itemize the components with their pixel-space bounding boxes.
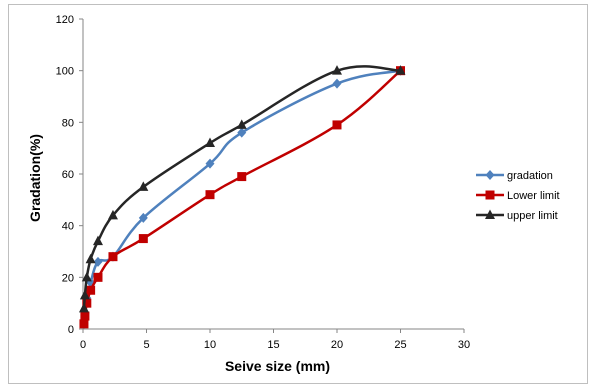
legend-item-upper-limit: upper limit bbox=[476, 209, 558, 222]
data-point-lower-limit bbox=[82, 298, 92, 308]
data-point-lower-limit bbox=[237, 172, 247, 182]
y-axis-title: Gradation(%) bbox=[27, 134, 43, 222]
series-upper-limit bbox=[78, 65, 406, 313]
y-tick-label: 80 bbox=[62, 117, 74, 129]
legend: gradation Lower limit upper limit bbox=[476, 170, 560, 222]
series-gradation bbox=[79, 65, 405, 329]
data-point-upper-limit bbox=[79, 289, 90, 300]
data-point-gradation bbox=[332, 78, 342, 89]
legend-item-gradation: gradation bbox=[476, 170, 553, 182]
x-axis-title: Seive size (mm) bbox=[225, 358, 330, 374]
y-tick-label: 120 bbox=[56, 14, 74, 26]
data-point-upper-limit bbox=[332, 65, 342, 75]
data-point-upper-limit bbox=[85, 253, 96, 264]
data-point-upper-limit bbox=[78, 302, 89, 313]
x-tick-label: 25 bbox=[394, 339, 406, 351]
legend-label-gradation: gradation bbox=[507, 170, 553, 182]
data-point-lower-limit bbox=[80, 311, 90, 321]
data-point-lower-limit bbox=[108, 252, 118, 262]
series-lower-limit bbox=[79, 66, 405, 329]
y-tick-label: 100 bbox=[56, 66, 74, 78]
data-point-upper-limit bbox=[395, 65, 406, 75]
legend-item-lower-limit: Lower limit bbox=[476, 190, 560, 202]
series-layer bbox=[78, 65, 406, 329]
data-point-gradation bbox=[237, 127, 247, 138]
data-point-lower-limit bbox=[332, 120, 342, 130]
data-point-gradation bbox=[205, 158, 215, 169]
data-point-gradation bbox=[93, 256, 103, 267]
y-tick-label: 20 bbox=[62, 272, 74, 284]
legend-label-lower-limit: Lower limit bbox=[507, 190, 560, 202]
data-point-upper-limit bbox=[205, 137, 215, 147]
data-point-lower-limit bbox=[205, 190, 215, 200]
data-point-upper-limit bbox=[81, 271, 92, 282]
data-point-upper-limit bbox=[138, 181, 149, 191]
y-tick-label: 40 bbox=[62, 221, 74, 233]
data-point-upper-limit bbox=[107, 209, 118, 220]
y-tick-label: 60 bbox=[62, 169, 74, 181]
axes: 0 20 40 60 80 100 120 0 5 10 15 20 25 30 bbox=[56, 14, 470, 351]
legend-marker-lower-limit bbox=[485, 190, 495, 200]
data-point-upper-limit bbox=[236, 119, 247, 129]
x-tick-label: 5 bbox=[143, 339, 149, 351]
y-tick-label: 0 bbox=[68, 324, 74, 336]
legend-marker-upper-limit bbox=[485, 209, 495, 219]
x-tick-label: 10 bbox=[204, 339, 216, 351]
x-tick-label: 20 bbox=[331, 339, 343, 351]
series-line-upper-limit bbox=[82, 65, 401, 309]
data-point-upper-limit bbox=[92, 235, 103, 246]
x-tick-label: 30 bbox=[458, 339, 470, 351]
data-point-gradation bbox=[138, 212, 148, 223]
data-point-lower-limit bbox=[138, 234, 148, 244]
legend-label-upper-limit: upper limit bbox=[507, 210, 558, 222]
legend-marker-gradation bbox=[485, 170, 495, 180]
data-point-lower-limit bbox=[79, 319, 89, 329]
data-point-lower-limit bbox=[86, 285, 96, 295]
x-tick-label: 15 bbox=[267, 339, 279, 351]
data-point-lower-limit bbox=[93, 272, 103, 282]
x-tick-label: 0 bbox=[80, 339, 86, 351]
